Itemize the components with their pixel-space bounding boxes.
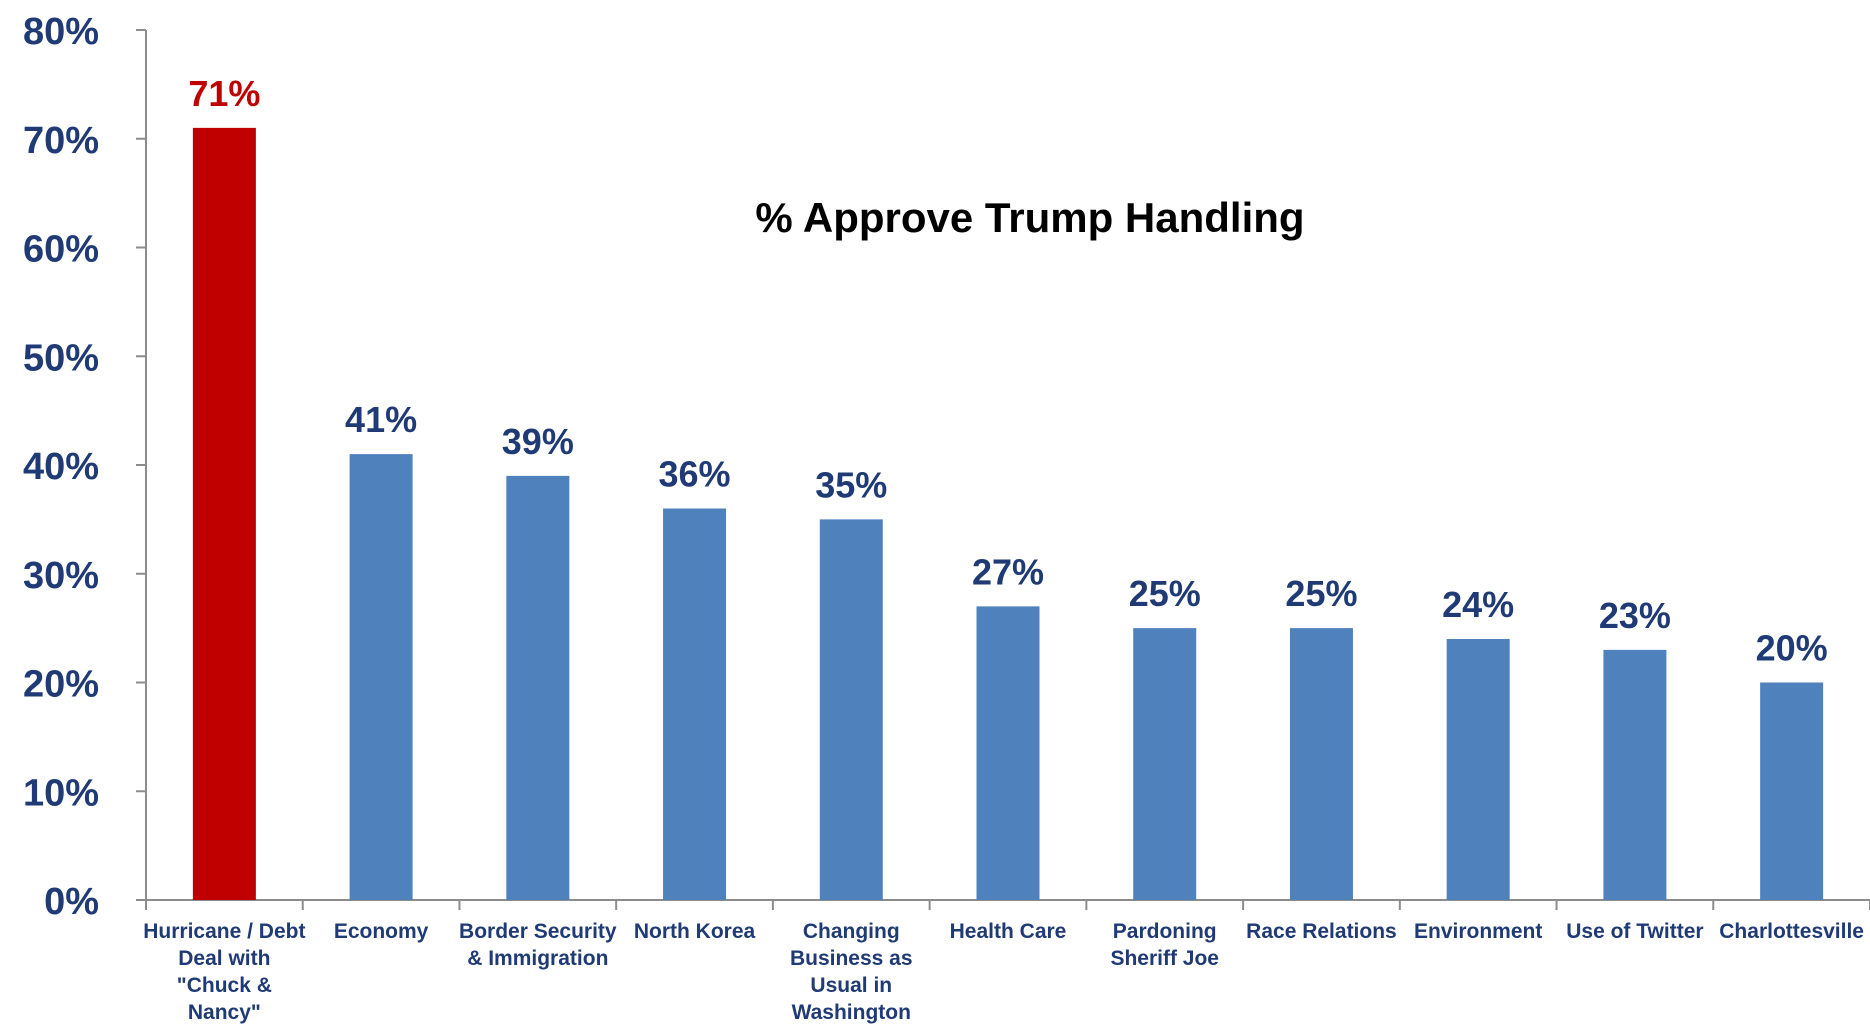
value-label: 25% (1129, 573, 1201, 614)
bar (506, 475, 570, 900)
y-tick-label: 50% (23, 337, 99, 379)
chart-title: % Approve Trump Handling (755, 194, 1304, 241)
category-label: Race Relations (1246, 920, 1397, 943)
y-tick-label: 80% (23, 11, 99, 53)
y-tick-label: 40% (23, 446, 99, 488)
y-tick-label: 20% (23, 664, 99, 706)
bar (1603, 649, 1667, 900)
value-label: 20% (1756, 628, 1828, 669)
value-label: 36% (659, 454, 731, 495)
category-label: Use of Twitter (1566, 920, 1703, 943)
category-label: Border Security & Immigration (459, 920, 617, 970)
category-label: Hurricane / Debt Deal with "Chuck & Nancy" (143, 920, 305, 1024)
value-label: 24% (1442, 584, 1514, 625)
value-label: 39% (502, 421, 574, 462)
bar (1289, 628, 1353, 900)
category-label: Economy (334, 920, 429, 943)
bar (1133, 628, 1197, 900)
category-label: North Korea (634, 920, 756, 943)
bar (1446, 639, 1510, 900)
y-tick-label: 30% (23, 555, 99, 597)
value-label: 23% (1599, 595, 1671, 636)
y-tick-label: 60% (23, 229, 99, 271)
value-label: 41% (345, 399, 417, 440)
y-axis: 0% 10% 20% 30% 40% 50% 60% 70% 80% (23, 11, 147, 923)
bars (192, 127, 1824, 900)
y-tick-label: 70% (23, 120, 99, 162)
y-tick-label: 0% (44, 881, 99, 923)
value-label: 25% (1285, 573, 1357, 614)
bar (192, 127, 256, 900)
category-label: Pardoning Sheriff Joe (1110, 920, 1219, 970)
x-axis (145, 899, 1870, 910)
bar (1760, 682, 1824, 900)
y-tick-label: 10% (23, 772, 99, 814)
category-label: Charlottesville (1719, 920, 1864, 943)
category-labels: Hurricane / Debt Deal with "Chuck & Nancy" E… (143, 920, 1864, 1024)
value-labels: 71% 41% 39% 36% 35% 27% 25% 25% 24% 23% 20% (188, 73, 1827, 669)
bar (663, 508, 727, 900)
value-label: 27% (972, 551, 1044, 592)
category-label: Environment (1414, 920, 1542, 943)
value-label: 35% (815, 464, 887, 505)
bar (976, 606, 1040, 900)
bar (349, 454, 413, 900)
category-label: Health Care (950, 920, 1067, 943)
bar (819, 519, 883, 900)
value-label: 71% (188, 73, 260, 114)
category-label: Changing Business as Usual in Washington (790, 920, 913, 1024)
